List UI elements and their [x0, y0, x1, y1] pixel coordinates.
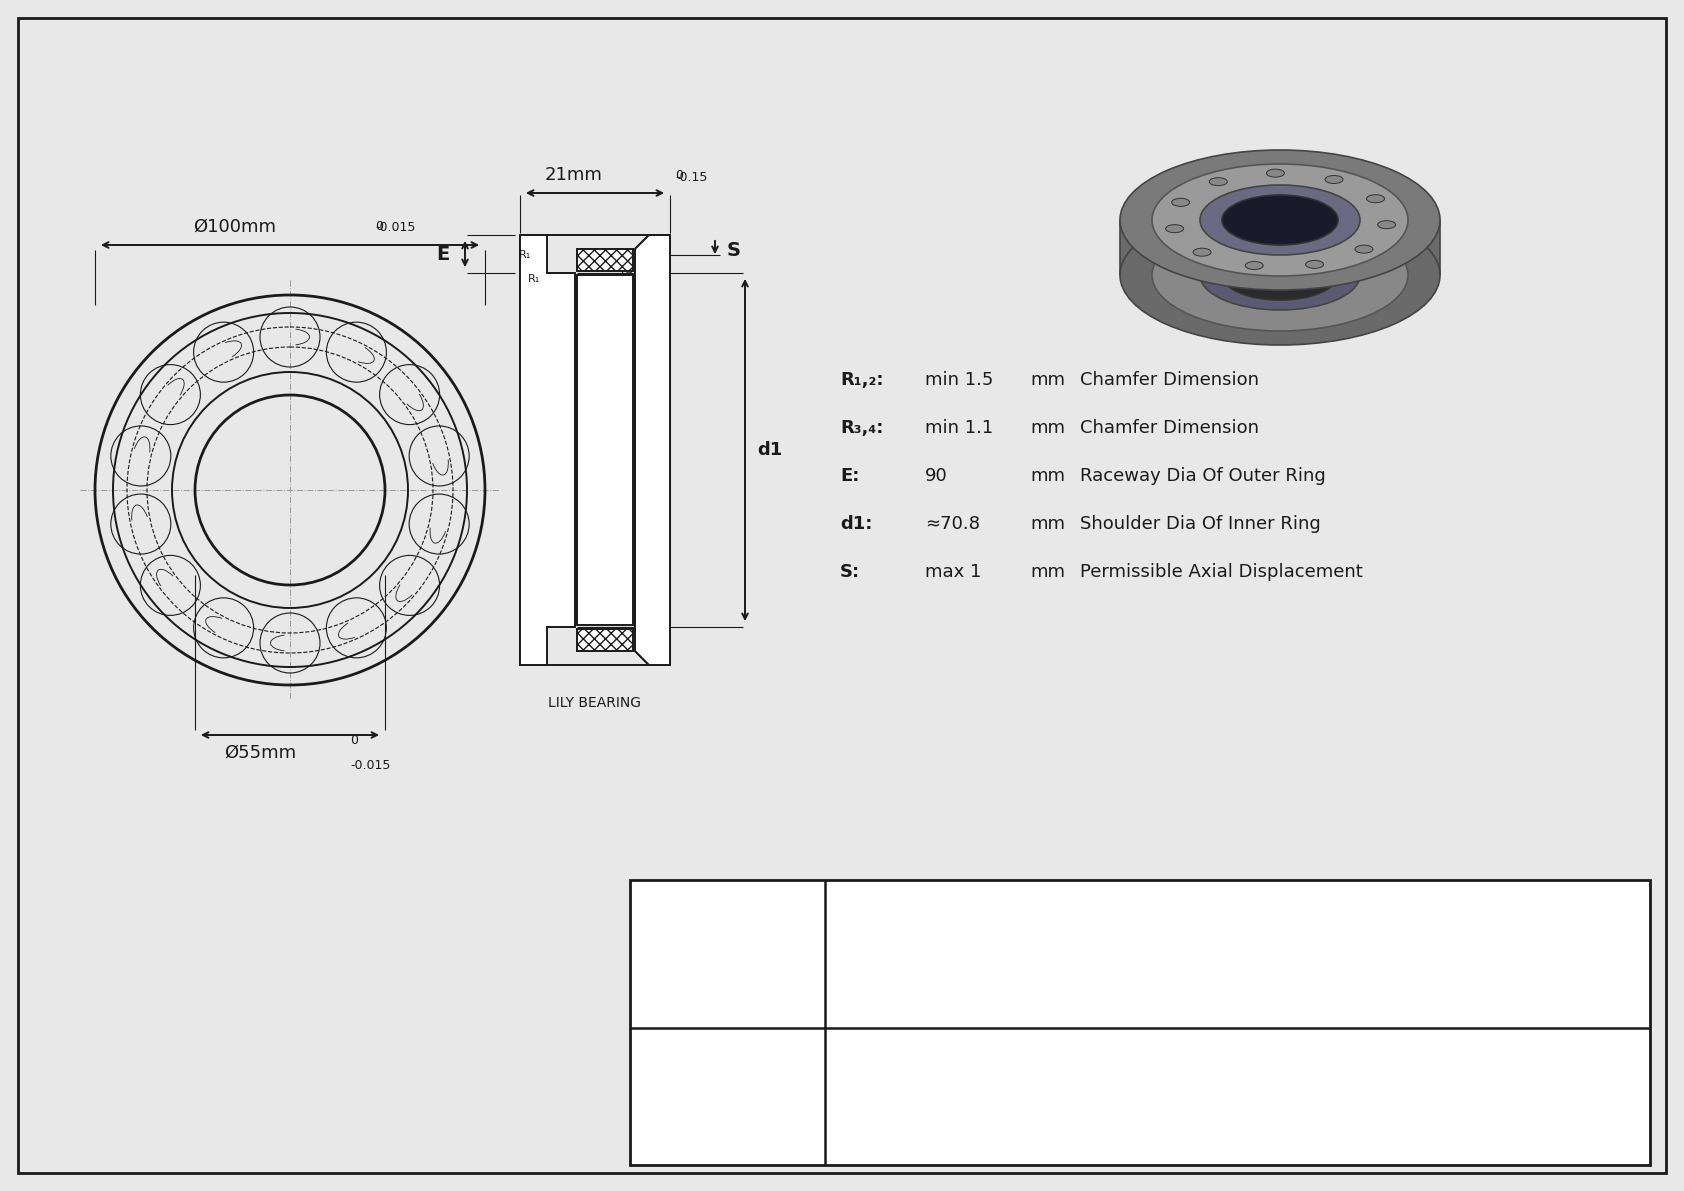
Text: d1:: d1: — [840, 515, 872, 534]
Ellipse shape — [1209, 177, 1228, 186]
Text: Chamfer Dimension: Chamfer Dimension — [1079, 372, 1260, 389]
Text: SHANGHAI LILY BEARING LIMITED: SHANGHAI LILY BEARING LIMITED — [1054, 927, 1420, 946]
Text: S:: S: — [840, 563, 861, 581]
Ellipse shape — [1305, 261, 1324, 268]
Text: R₄: R₄ — [621, 266, 633, 276]
Text: 0: 0 — [350, 734, 359, 747]
Text: LILY BEARING: LILY BEARING — [549, 696, 642, 710]
Ellipse shape — [1244, 262, 1263, 269]
Text: mm: mm — [1031, 372, 1064, 389]
Ellipse shape — [1120, 150, 1440, 289]
Text: mm: mm — [1031, 467, 1064, 485]
Text: Part
Number: Part Number — [687, 1077, 768, 1116]
Ellipse shape — [1325, 175, 1344, 183]
Text: E: E — [436, 244, 450, 263]
Ellipse shape — [1201, 241, 1361, 310]
Text: N 211 ECP  Cylindrical Roller Bearings: N 211 ECP Cylindrical Roller Bearings — [1039, 1086, 1435, 1106]
Ellipse shape — [1366, 194, 1384, 202]
Text: Email: lilybearing@lily-bearing.com: Email: lilybearing@lily-bearing.com — [1090, 959, 1384, 977]
Text: ®: ® — [793, 937, 817, 958]
Ellipse shape — [1201, 185, 1361, 255]
Text: mm: mm — [1031, 563, 1064, 581]
Text: -0.015: -0.015 — [350, 759, 391, 772]
Ellipse shape — [1165, 225, 1184, 232]
Text: max 1: max 1 — [925, 563, 982, 581]
Ellipse shape — [1223, 250, 1339, 300]
Text: -0.15: -0.15 — [675, 172, 707, 183]
Text: min 1.1: min 1.1 — [925, 419, 994, 437]
Text: LILY: LILY — [662, 925, 791, 983]
Ellipse shape — [1223, 195, 1339, 245]
Text: ≈70.8: ≈70.8 — [925, 515, 980, 534]
Polygon shape — [635, 235, 670, 665]
Ellipse shape — [1356, 245, 1372, 254]
Text: R₃,₄:: R₃,₄: — [840, 419, 884, 437]
Text: -0.015: -0.015 — [376, 222, 416, 233]
Text: Chamfer Dimension: Chamfer Dimension — [1079, 419, 1260, 437]
Text: S: S — [727, 241, 741, 260]
Text: 90: 90 — [925, 467, 948, 485]
Bar — [578, 629, 633, 651]
Ellipse shape — [1152, 219, 1408, 331]
Ellipse shape — [1192, 248, 1211, 256]
Text: d1: d1 — [758, 441, 783, 459]
Bar — [630, 880, 1650, 1165]
Text: E:: E: — [840, 467, 859, 485]
Text: Ø100mm: Ø100mm — [194, 218, 276, 236]
Ellipse shape — [1152, 164, 1408, 276]
Ellipse shape — [1266, 169, 1285, 177]
Text: 0: 0 — [675, 169, 684, 182]
Ellipse shape — [1172, 199, 1189, 206]
Text: 21mm: 21mm — [546, 166, 603, 183]
Text: R₁,₂:: R₁,₂: — [840, 372, 884, 389]
Text: R₁: R₁ — [527, 274, 541, 283]
Text: 0: 0 — [376, 220, 382, 233]
Polygon shape — [520, 235, 574, 665]
Text: mm: mm — [1031, 419, 1064, 437]
Text: mm: mm — [1031, 515, 1064, 534]
Text: Raceway Dia Of Outer Ring: Raceway Dia Of Outer Ring — [1079, 467, 1325, 485]
Text: R₃: R₃ — [611, 252, 623, 262]
Polygon shape — [1120, 220, 1440, 275]
Ellipse shape — [1378, 220, 1396, 229]
Text: Shoulder Dia Of Inner Ring: Shoulder Dia Of Inner Ring — [1079, 515, 1320, 534]
Bar — [578, 275, 633, 625]
Text: Permissible Axial Displacement: Permissible Axial Displacement — [1079, 563, 1362, 581]
Bar — [578, 249, 633, 272]
Text: Ø55mm: Ø55mm — [224, 744, 296, 762]
Text: R₁: R₁ — [519, 250, 530, 260]
Ellipse shape — [1120, 205, 1440, 345]
Text: min 1.5: min 1.5 — [925, 372, 994, 389]
